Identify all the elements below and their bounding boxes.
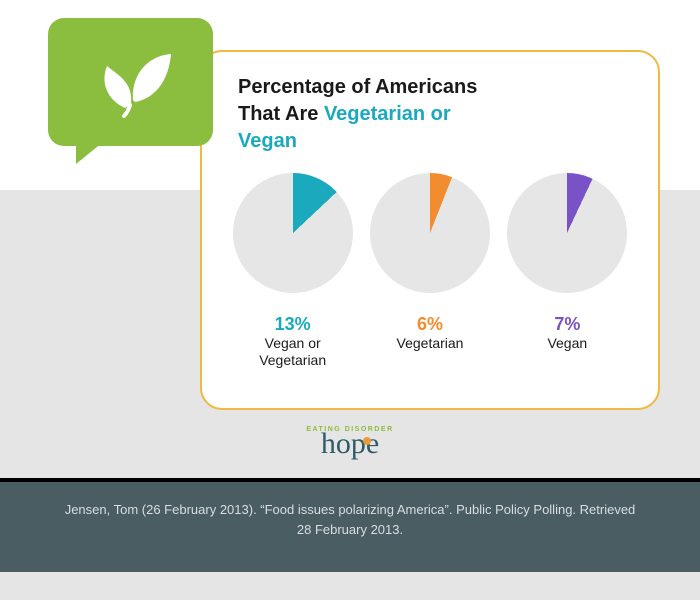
pie-label: Vegan xyxy=(547,335,587,352)
pie-percent: 6% xyxy=(417,315,443,335)
info-card: Percentage of Americans That Are Vegetar… xyxy=(200,50,660,410)
pie-chart xyxy=(507,173,627,293)
logo-wordmark-text: hope xyxy=(321,427,379,460)
title-line2a: That Are xyxy=(238,103,324,125)
leaf-icon xyxy=(81,42,181,122)
pie-label: Vegan orVegetarian xyxy=(259,335,326,369)
card-title: Percentage of Americans That Are Vegetar… xyxy=(238,74,632,155)
pie-row: 13%Vegan orVegetarian6%Vegetarian7%Vegan xyxy=(228,173,632,368)
brand-logo: EATING DISORDER hope xyxy=(0,428,700,454)
pie-label: Vegetarian xyxy=(397,335,464,352)
logo-dot-icon xyxy=(363,437,371,445)
title-accent-2: Vegan xyxy=(238,130,297,152)
pie-percent: 13% xyxy=(275,315,311,335)
logo-wordmark: hope xyxy=(321,433,379,454)
pie-percent: 7% xyxy=(554,315,580,335)
pie-block: 6%Vegetarian xyxy=(365,173,494,368)
leaf-badge xyxy=(48,18,213,168)
citation-bar: Jensen, Tom (26 February 2013). “Food is… xyxy=(0,482,700,572)
pie-chart xyxy=(370,173,490,293)
leaf-badge-tail xyxy=(76,138,108,164)
pie-chart xyxy=(233,173,353,293)
pie-block: 13%Vegan orVegetarian xyxy=(228,173,357,368)
pie-block: 7%Vegan xyxy=(503,173,632,368)
title-line1: Percentage of Americans xyxy=(238,76,477,98)
citation-text: Jensen, Tom (26 February 2013). “Food is… xyxy=(65,502,636,537)
title-accent-1: Vegetarian or xyxy=(324,103,451,125)
leaf-badge-body xyxy=(48,18,213,146)
